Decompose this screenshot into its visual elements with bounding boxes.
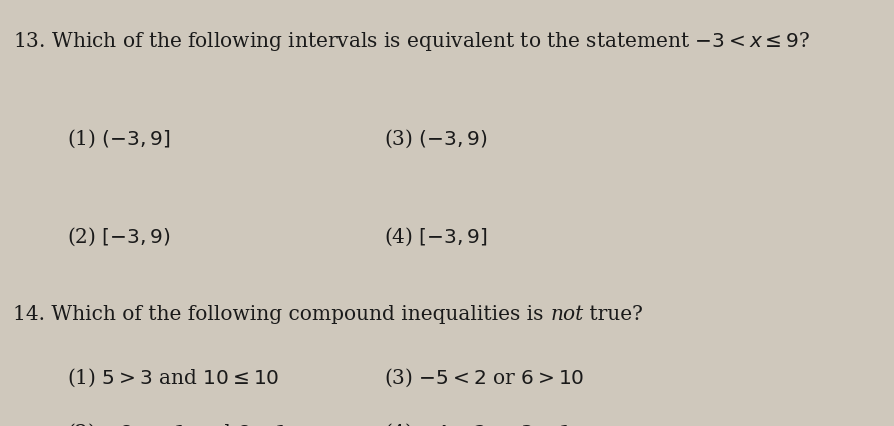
Text: (1) $5 > 3$ and $10 \leq 10$: (1) $5 > 3$ and $10 \leq 10$ bbox=[67, 366, 280, 389]
Text: (2) $[-3, 9)$: (2) $[-3, 9)$ bbox=[67, 226, 171, 248]
Text: (3) $-5 < 2$ or $6 > 10$: (3) $-5 < 2$ or $6 > 10$ bbox=[384, 366, 585, 389]
Text: 13. Which of the following intervals is equivalent to the statement $-3 < x \leq: 13. Which of the following intervals is … bbox=[13, 30, 811, 53]
Text: 14. Which of the following compound inequalities is: 14. Which of the following compound ineq… bbox=[13, 305, 550, 324]
Text: (4) $[-3, 9]$: (4) $[-3, 9]$ bbox=[384, 226, 488, 248]
Text: (3) $(-3, 9)$: (3) $(-3, 9)$ bbox=[384, 128, 488, 150]
Text: true?: true? bbox=[584, 305, 644, 324]
Text: (1) $(-3, 9]$: (1) $(-3, 9]$ bbox=[67, 128, 171, 150]
Text: (2) $-6 < -1$ and $6 > 1$: (2) $-6 < -1$ and $6 > 1$ bbox=[67, 422, 287, 426]
Text: not: not bbox=[550, 305, 584, 324]
Text: (4) $-4 > 2$ or $3 < 1$: (4) $-4 > 2$ or $3 < 1$ bbox=[384, 422, 571, 426]
